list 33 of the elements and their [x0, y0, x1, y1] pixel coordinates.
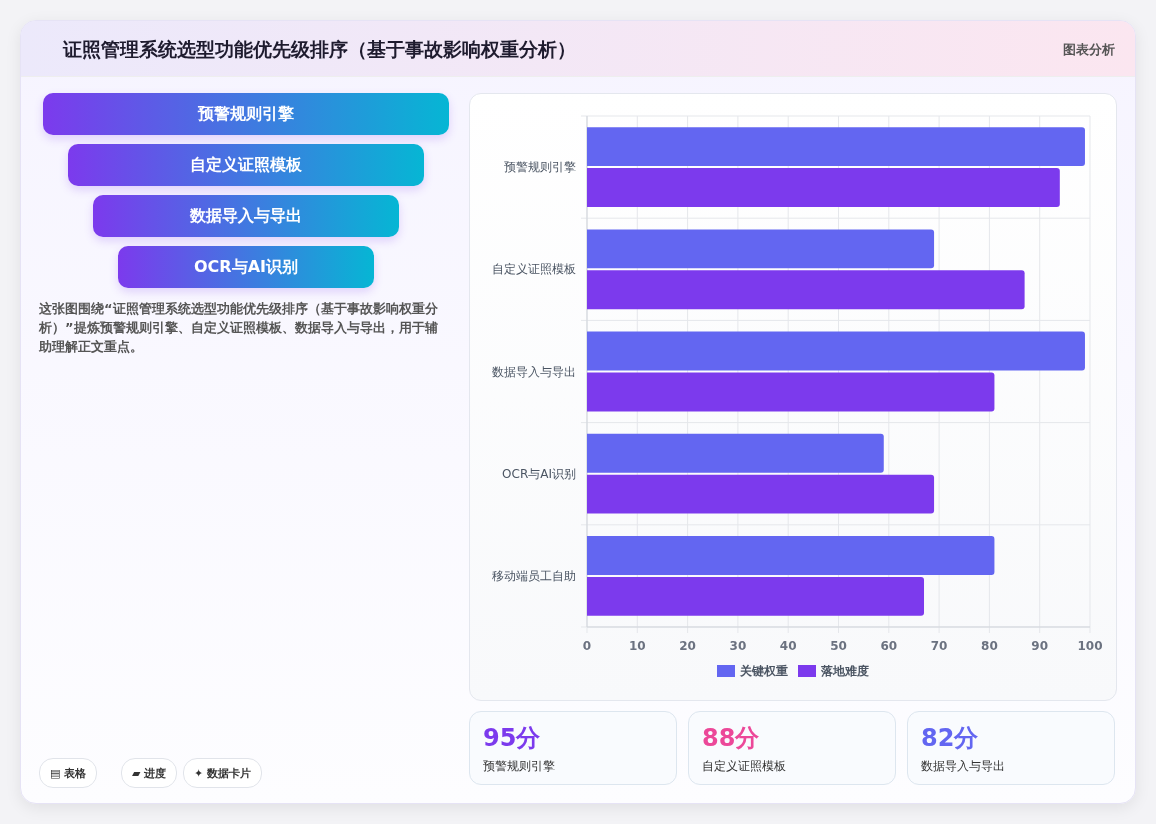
x-tick-label: 0	[582, 639, 592, 653]
legend-label: 落地难度	[820, 664, 869, 678]
y-tick-label: 移动端员工自助	[492, 568, 576, 583]
x-tick-label: 20	[679, 639, 696, 653]
text: ✦ 数据卡片	[183, 758, 263, 788]
x-tick-label: 80	[981, 639, 998, 653]
category-label: 数据导入与导出	[921, 758, 1005, 775]
text: 图表分析	[1063, 41, 1115, 59]
x-tick-label: 70	[930, 639, 948, 653]
x-tick-label: 100	[1077, 639, 1103, 653]
text: 证照管理系统选型功能优先级排序（基于事故影响权重分析）	[63, 37, 576, 62]
x-tick-label: 50	[830, 639, 847, 653]
x-tick-label: 40	[779, 639, 797, 653]
text: ▤ 表格	[39, 758, 98, 788]
legend-label: 关键权重	[739, 664, 788, 678]
text: 88分	[702, 723, 760, 754]
y-tick-label: 数据导入与导出	[492, 364, 576, 379]
x-tick-label: 90	[1031, 639, 1049, 653]
category-label: 自定义证照模板	[68, 144, 424, 186]
y-tick-label: OCR与AI识别	[502, 466, 576, 481]
x-tick-label: 10	[628, 639, 646, 653]
category-label: 自定义证照模板	[702, 758, 786, 775]
y-tick-label: 自定义证照模板	[492, 262, 576, 277]
text: 这张图围绕“证照管理系统选型功能优先级排序（基于事故影响权重分析）”提炼预警规则引擎、自定义证照模板、数据导入与导出，用于辅助理解正文重点。	[39, 300, 439, 356]
x-tick-label: 60	[880, 639, 898, 653]
y-tick-label: 预警规则引擎	[504, 160, 576, 175]
text: 82分	[921, 723, 979, 754]
category-label: 数据导入与导出	[93, 195, 399, 237]
text: 95分	[483, 723, 541, 754]
category-label: 预警规则引擎	[43, 93, 449, 135]
text: ▰ 进度	[121, 758, 178, 788]
category-label: OCR与AI识别	[118, 246, 374, 288]
x-tick-label: 30	[729, 639, 747, 653]
